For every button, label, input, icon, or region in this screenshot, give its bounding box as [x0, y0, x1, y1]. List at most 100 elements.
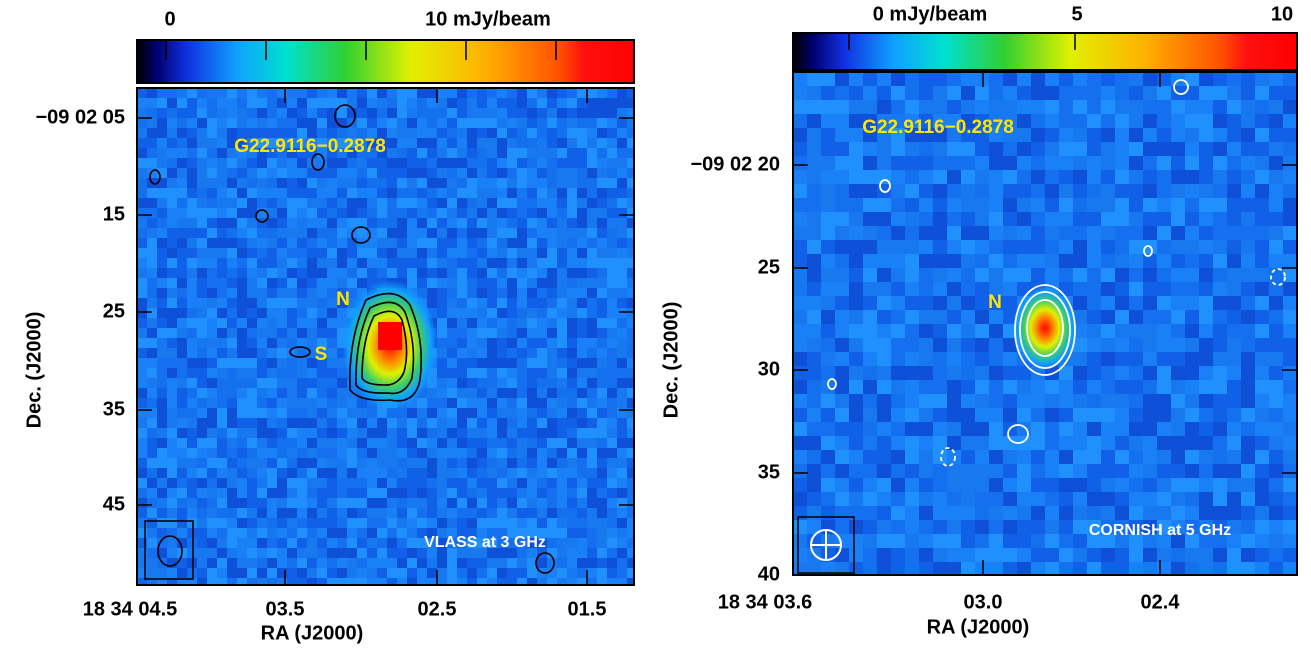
pixel: [317, 308, 328, 319]
pixel: [477, 318, 488, 329]
pixel: [1143, 254, 1158, 269]
pixel: [247, 568, 258, 579]
pixel: [317, 528, 328, 539]
pixel: [1213, 506, 1228, 521]
pixel: [617, 418, 628, 429]
pixel: [1157, 408, 1172, 423]
pixel: [177, 138, 188, 149]
pixel: [447, 268, 458, 279]
pixel: [377, 548, 388, 559]
pixel: [1059, 520, 1074, 535]
pixel: [487, 118, 498, 129]
pixel: [961, 408, 976, 423]
pixel: [497, 88, 508, 99]
pixel: [1087, 408, 1102, 423]
pixel: [577, 378, 588, 389]
pixel: [437, 88, 448, 99]
pixel: [1157, 296, 1172, 311]
pixel: [357, 578, 368, 585]
pixel: [297, 158, 308, 169]
pixel: [217, 438, 228, 449]
pixel: [317, 328, 328, 339]
pixel: [975, 282, 990, 297]
pixel: [227, 278, 238, 289]
pixel: [177, 388, 188, 399]
pixel: [863, 198, 878, 213]
pixel: [187, 308, 198, 319]
colorbar: [136, 39, 635, 84]
pixel: [577, 388, 588, 399]
pixel: [1045, 128, 1060, 143]
pixel: [177, 308, 188, 319]
pixel: [1143, 380, 1158, 395]
pixel: [627, 188, 634, 199]
pixel: [933, 212, 948, 227]
pixel: [1129, 464, 1144, 479]
pixel: [357, 538, 368, 549]
pixel: [947, 548, 962, 563]
pixel: [1087, 478, 1102, 493]
pixel: [617, 338, 628, 349]
pixel: [905, 492, 920, 507]
pixel: [147, 348, 158, 359]
pixel: [167, 268, 178, 279]
pixel: [517, 108, 528, 119]
pixel: [1087, 310, 1102, 325]
pixel: [547, 408, 558, 419]
pixel: [507, 258, 518, 269]
pixel: [377, 528, 388, 539]
pixel: [387, 448, 398, 459]
y-tick-label: −09 02 20: [690, 153, 780, 175]
pixel: [1255, 548, 1270, 563]
pixel: [317, 138, 328, 149]
pixel: [961, 520, 976, 535]
pixel: [1115, 72, 1130, 87]
pixel: [427, 298, 438, 309]
pixel: [297, 218, 308, 229]
pixel: [277, 438, 288, 449]
pixel: [947, 282, 962, 297]
pixel: [407, 208, 418, 219]
pixel: [597, 278, 608, 289]
pixel: [557, 238, 568, 249]
pixel: [197, 218, 208, 229]
pixel: [975, 240, 990, 255]
pixel: [557, 278, 568, 289]
pixel: [137, 428, 148, 439]
pixel: [567, 308, 578, 319]
pixel: [1143, 338, 1158, 353]
pixel: [427, 248, 438, 259]
pixel: [1115, 268, 1130, 283]
pixel: [793, 212, 808, 227]
pixel: [517, 438, 528, 449]
pixel: [863, 408, 878, 423]
pixel: [347, 278, 358, 289]
pixel: [307, 518, 318, 529]
pixel: [975, 394, 990, 409]
pixel: [1017, 394, 1032, 409]
pixel: [237, 128, 248, 139]
pixel: [537, 408, 548, 419]
pixel: [197, 248, 208, 259]
pixel: [877, 492, 892, 507]
pixel: [1031, 478, 1046, 493]
pixel: [877, 422, 892, 437]
pixel: [187, 98, 198, 109]
pixel: [147, 318, 158, 329]
pixel: [821, 156, 836, 171]
pixel: [627, 408, 634, 419]
pixel: [1129, 492, 1144, 507]
pixel: [287, 138, 298, 149]
pixel: [157, 528, 168, 539]
pixel: [1073, 338, 1088, 353]
pixel: [177, 238, 188, 249]
pixel: [447, 138, 458, 149]
pixel: [147, 238, 158, 249]
pixel: [627, 248, 634, 259]
pixel: [137, 438, 148, 449]
pixel: [287, 128, 298, 139]
pixel: [537, 498, 548, 509]
pixel: [597, 478, 608, 489]
pixel: [863, 422, 878, 437]
pixel: [1017, 100, 1032, 115]
